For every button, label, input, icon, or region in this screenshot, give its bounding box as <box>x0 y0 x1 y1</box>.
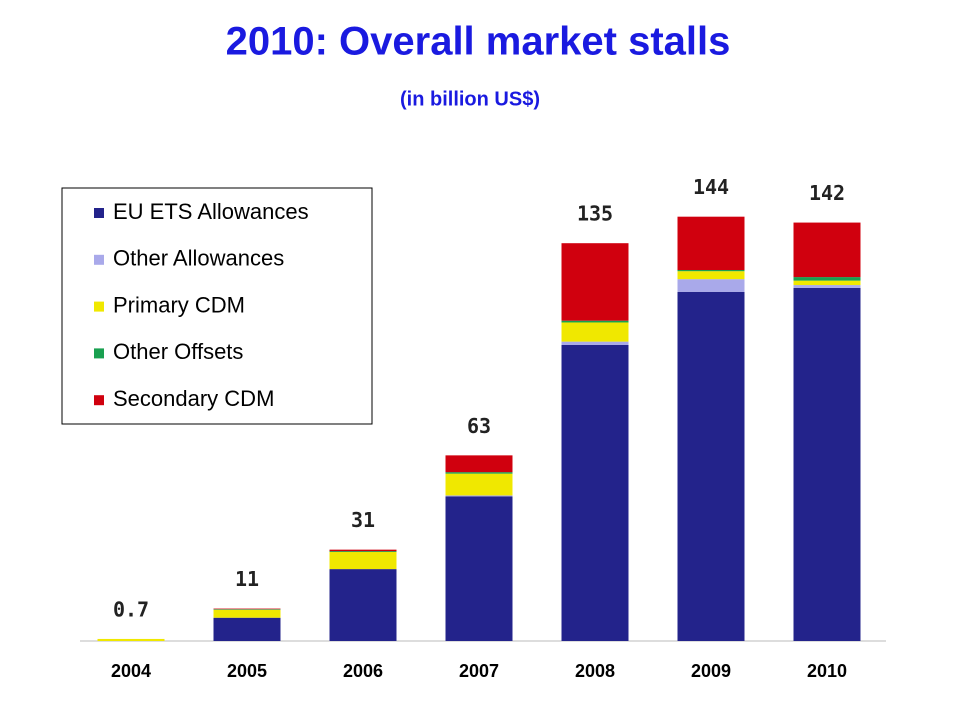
bar-segment <box>677 270 745 272</box>
total-label: 63 <box>467 414 491 438</box>
bar-segment <box>445 496 513 641</box>
bar-segment <box>97 638 165 641</box>
bar-segment <box>329 551 397 553</box>
legend-label: Primary CDM <box>113 292 245 317</box>
total-label: 144 <box>693 175 729 199</box>
bar-segment <box>445 472 513 474</box>
bar-segment <box>561 322 629 342</box>
total-label: 142 <box>809 181 845 205</box>
bar-segment <box>213 609 281 618</box>
total-label: 31 <box>351 508 375 532</box>
legend-swatch <box>94 301 104 312</box>
x-tick-label: 2009 <box>691 661 731 681</box>
bar-segment <box>561 320 629 323</box>
legend-label: Secondary CDM <box>113 386 274 411</box>
bar-segment <box>677 279 745 292</box>
x-tick-label: 2004 <box>111 661 151 681</box>
total-label: 135 <box>577 202 613 226</box>
bar-segment <box>677 216 745 271</box>
bar-segment <box>213 608 281 610</box>
bar-segment <box>793 280 861 286</box>
bar-segment <box>445 455 513 473</box>
bar-segment <box>561 341 629 345</box>
x-tick-label: 2008 <box>575 661 615 681</box>
legend-swatch <box>94 254 104 265</box>
bar-segment <box>213 617 281 641</box>
bar-segment <box>561 344 629 641</box>
legend-swatch <box>94 348 104 359</box>
bar-segment <box>793 287 861 641</box>
x-tick-label: 2006 <box>343 661 383 681</box>
legend-label: EU ETS Allowances <box>113 199 309 224</box>
total-label: 0.7 <box>113 597 149 621</box>
bar-segment <box>677 291 745 641</box>
total-label: 11 <box>235 567 259 591</box>
bar-segment <box>677 271 745 280</box>
bar-segment <box>793 222 861 278</box>
bar-segment <box>793 277 861 281</box>
legend-label: Other Offsets <box>113 339 243 364</box>
bar-segment <box>213 609 281 610</box>
x-tick-label: 2007 <box>459 661 499 681</box>
chart-subtitle: (in billion US$) <box>400 88 540 110</box>
bar-segment <box>329 552 397 570</box>
legend-swatch <box>94 395 104 406</box>
bar-segment <box>445 495 513 497</box>
bar-segment <box>445 473 513 496</box>
x-tick-label: 2005 <box>227 661 267 681</box>
bar-segment <box>793 285 861 288</box>
bar-segment <box>329 549 397 552</box>
legend-swatch <box>94 208 104 218</box>
chart-title: 2010: Overall market stalls <box>226 20 731 64</box>
x-tick-label: 2010 <box>807 661 847 681</box>
legend-box <box>61 187 373 425</box>
bar-segment <box>329 569 397 641</box>
bar-segment <box>561 243 629 321</box>
legend-label: Other Allowances <box>113 246 284 271</box>
